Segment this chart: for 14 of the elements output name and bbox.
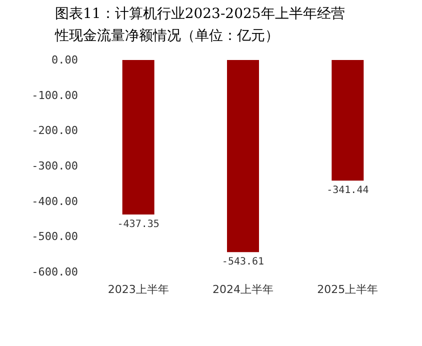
x-tick-label: 2025上半年 (317, 283, 378, 296)
x-tick-label: 2024上半年 (212, 283, 274, 296)
y-tick-label: -600.00 (32, 266, 78, 278)
y-tick-label: -400.00 (32, 194, 78, 208)
data-label: -543.61 (222, 256, 264, 268)
y-tick-label: -100.00 (32, 88, 78, 102)
y-tick-label: -200.00 (32, 124, 78, 138)
y-tick-label: -500.00 (32, 230, 78, 244)
data-label: -341.44 (326, 185, 369, 196)
chart-title: 图表11：计算机行业2023-2025年上半年经营性现金流量净额情况（单位：亿元） (54, 6, 345, 44)
x-tick-label: 2023上半年 (108, 283, 169, 296)
data-label: -437.35 (117, 219, 160, 230)
y-tick-label: -300.00 (32, 160, 78, 172)
y-tick-label: 0.00 (52, 54, 78, 66)
